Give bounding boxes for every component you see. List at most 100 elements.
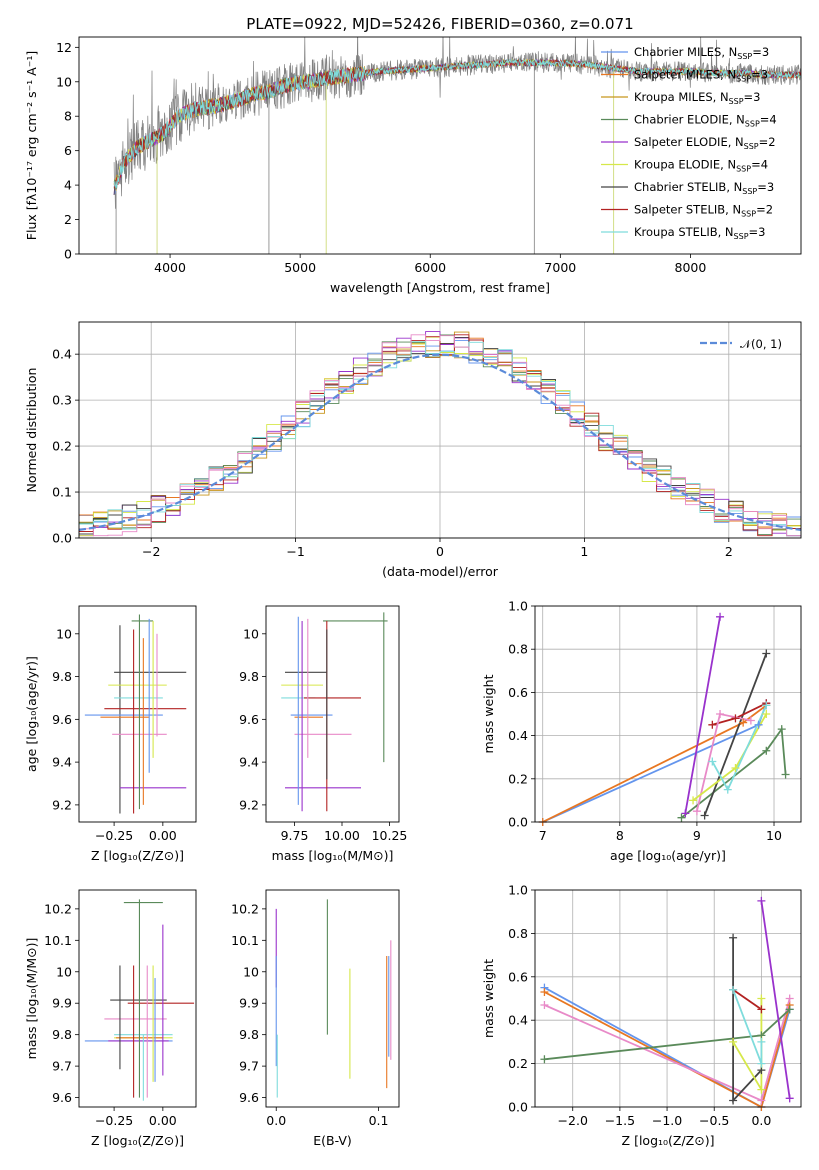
legend-eq: =3 [749, 225, 766, 239]
y-tick-label: 0 [64, 247, 72, 262]
y-tick-label: 0.0 [508, 1100, 528, 1115]
y-tick-label: 0.0 [508, 815, 528, 830]
weight-marker-6-0 [692, 807, 701, 816]
legend-sub: SSP [744, 142, 759, 151]
y-tick-label: 0.6 [508, 685, 528, 700]
y-axis-label: Normed distribution [24, 368, 39, 493]
y-tick-label: 0.0 [52, 531, 72, 546]
x-tick-label: 6000 [414, 260, 446, 275]
legend-sub: SSP [736, 165, 751, 174]
y-tick-label: 9.6 [239, 1090, 259, 1105]
weight-marker-8-2 [762, 701, 771, 710]
y-tick-label: 10.2 [231, 901, 259, 916]
y-tick-label: 0.2 [508, 1056, 528, 1071]
weight-line-1 [542, 704, 767, 822]
y-tick-label: 10 [243, 964, 259, 979]
y-tick-label: 0.6 [508, 969, 528, 984]
legend-sub: SSP [745, 120, 760, 129]
y-tick-label: 10 [56, 964, 72, 979]
plot-area [79, 322, 801, 538]
weight-marker-6-1 [716, 710, 725, 718]
plot-area [535, 606, 801, 822]
weight-marker-2-2 [785, 994, 794, 1003]
y-tick-label: 9.8 [52, 1027, 72, 1042]
y-tick-label: 4 [64, 178, 72, 193]
x-tick-label: 9 [693, 828, 701, 843]
y-tick-label: 0.8 [508, 642, 528, 657]
weight-line-5 [732, 937, 763, 1103]
weight-line-4 [760, 900, 791, 1099]
x-axis-label: Z [log₁₀(Z/Z⊙)] [91, 848, 184, 863]
legend-entry-0: Chabrier MILES, NSSP=3 [634, 45, 769, 61]
weight-marker-2-1 [716, 612, 725, 621]
legend-entry-3: Chabrier ELODIE, NSSP=4 [634, 113, 777, 129]
legend-entry-2: Kroupa MILES, NSSP=3 [634, 90, 760, 106]
y-axis-label: mass weight [481, 674, 496, 753]
weight-line-2 [684, 616, 721, 814]
y-tick-label: 0.2 [52, 439, 72, 454]
y-tick-label: 10.1 [231, 933, 259, 948]
y-axis-label: age [log₁₀(age/yr)] [24, 656, 39, 772]
legend-name: Salpeter MILES, N [634, 68, 736, 82]
legend-eq: =3 [752, 45, 769, 59]
x-tick-label: −1.5 [605, 1113, 635, 1128]
plot-area [113, 37, 801, 254]
legend-eq: =4 [760, 113, 777, 127]
legend-eq: =2 [759, 135, 776, 149]
x-axis-label: E(B-V) [313, 1133, 352, 1148]
axes-frame [78, 889, 197, 1108]
x-tick-label: 0.0 [266, 1113, 286, 1128]
y-tick-label: 12 [56, 40, 72, 55]
y-tick-label: 9.8 [52, 669, 72, 684]
chart-1: −2 −1 0 1 2 0.0 0.1 0.2 0.3 0.4 (data-model)/error… [24, 321, 802, 579]
y-tick-label: 10 [243, 626, 259, 641]
plot-area [84, 899, 195, 1101]
x-tick-label: −1 [286, 544, 304, 559]
y-tick-label: 9.4 [239, 755, 259, 770]
legend-entry: 𝒩(0, 1) [740, 337, 782, 351]
weight-marker-8-1 [757, 1059, 766, 1068]
x-tick-label: 0.00 [149, 1113, 177, 1128]
weight-marker-3-3 [781, 770, 790, 779]
x-tick-label: −0.25 [95, 828, 133, 843]
weight-marker-5-0 [708, 720, 717, 729]
y-tick-label: 9.4 [52, 755, 72, 770]
legend-eq: =4 [751, 158, 768, 172]
legend-name: Salpeter STELIB, N [634, 203, 741, 217]
y-tick-label: 0.4 [508, 1013, 528, 1028]
legend-name: Kroupa MILES, N [634, 90, 729, 104]
legend-sub: SSP [741, 210, 756, 219]
weight-marker-7-0 [729, 1037, 738, 1046]
legend-entry-7: Salpeter STELIB, NSSP=2 [634, 203, 773, 219]
y-tick-label: 1.0 [508, 599, 528, 614]
weight-marker-3-2 [777, 725, 786, 734]
y-tick-label: 10.1 [44, 933, 72, 948]
axes-frame [78, 321, 802, 539]
chart-7: −2.0 −1.5 −1.0 −0.5 0.0 0.0 0.2 0.4 0.6 0.8 1.0 Z [… [481, 883, 802, 1148]
plot-area [275, 899, 392, 1098]
normal-reference-curve [79, 353, 801, 531]
weight-marker-8-0 [729, 985, 738, 994]
y-axis-label: Flux [fλ10⁻¹⁷ erg cm⁻² s⁻¹ A⁻¹] [24, 51, 39, 240]
y-tick-label: 10 [56, 74, 72, 89]
axes-frame [78, 36, 802, 255]
weight-line-8 [732, 989, 763, 1064]
y-tick-label: 9.2 [52, 797, 72, 812]
chart-title: PLATE=0922, MJD=52426, FIBERID=0360, z=0… [246, 15, 633, 33]
x-tick-label: 10 [766, 828, 782, 843]
y-tick-label: 9.6 [52, 1090, 72, 1105]
legend-sub: SSP [737, 52, 752, 61]
x-tick-label: 0 [436, 544, 444, 559]
y-tick-label: 1.0 [508, 883, 528, 898]
x-tick-label: 10.00 [324, 828, 360, 843]
x-tick-label: 7 [539, 828, 547, 843]
legend-eq: =3 [744, 90, 761, 104]
weight-marker-1-0 [540, 987, 549, 996]
y-tick-label: 10 [56, 626, 72, 641]
x-tick-label: 8 [616, 828, 624, 843]
x-tick-label: 0.0 [751, 1113, 771, 1128]
legend-eq: =3 [751, 68, 768, 82]
weight-marker-7-0 [689, 796, 698, 805]
